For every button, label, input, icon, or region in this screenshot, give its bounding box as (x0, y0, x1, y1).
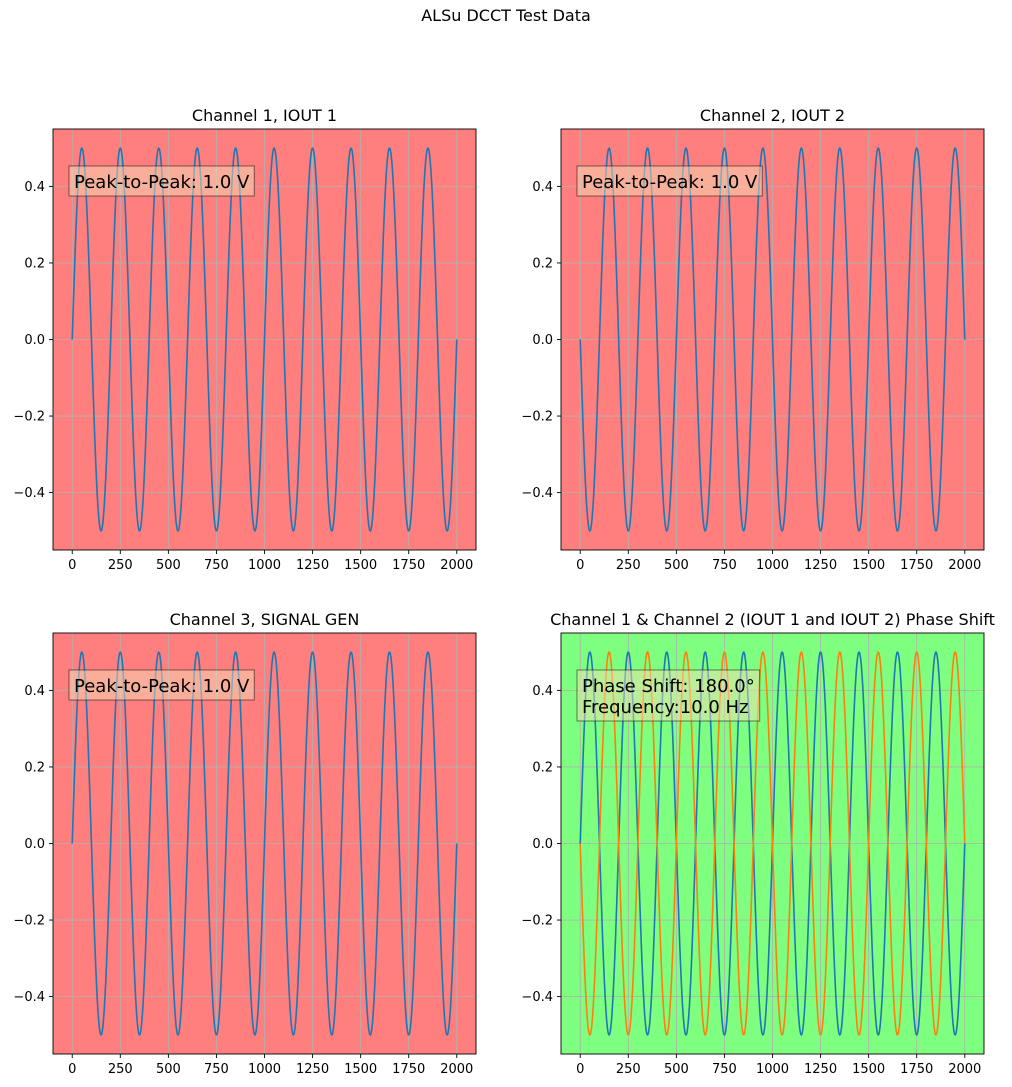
x-tick-label: 1500 (852, 1062, 885, 1077)
annotation-box: Peak-to-Peak: 1.0 V (68, 165, 255, 197)
subplot-title: Channel 1, IOUT 1 (192, 106, 337, 125)
subplot-channel-2: 0 250 500 750 1000 1250 1500 1750 2000 −0.4 −0.2 0.… (521, 106, 985, 573)
y-tick-label: −0.2 (521, 914, 553, 929)
y-tick-label: 0.2 (532, 760, 553, 775)
annotation-text: Peak-to-Peak: 1.0 V (74, 172, 250, 193)
annotation-text: Frequency:10.0 Hz (582, 697, 749, 718)
y-tick-label: −0.4 (13, 486, 45, 501)
y-tick-label: 0.0 (532, 333, 553, 348)
x-tick-label: 1000 (756, 558, 789, 573)
annotation-background (68, 669, 255, 701)
annotation-background (68, 165, 255, 197)
x-tick-label: 250 (108, 1062, 133, 1077)
y-tick-label: −0.2 (13, 914, 45, 929)
y-tick-label: −0.2 (13, 410, 45, 425)
x-tick-label: 250 (108, 558, 133, 573)
annotation-text: Phase Shift: 180.0° (582, 676, 755, 697)
series-line-1 (71, 651, 458, 1036)
annotation-text: Peak-to-Peak: 1.0 V (582, 172, 758, 193)
y-tick-label: −0.4 (13, 990, 45, 1005)
y-tick-label: 0.2 (24, 256, 45, 271)
x-tick-label: 250 (616, 558, 641, 573)
x-tick-label: 1500 (344, 1062, 377, 1077)
x-tick-label: 1250 (804, 558, 837, 573)
x-tick-label: 2000 (948, 558, 981, 573)
subplot-phase-shift: 0 250 500 750 1000 1250 1500 1750 2000 −0.4 −0.2 0.… (521, 610, 995, 1077)
annotation-background (576, 165, 763, 197)
x-tick-label: 250 (616, 1062, 641, 1077)
y-tick-label: 0.4 (532, 180, 553, 195)
x-tick-label: 1250 (296, 1062, 329, 1077)
series-line-1 (71, 147, 458, 532)
subplot-title: Channel 3, SIGNAL GEN (170, 610, 360, 629)
subplot-channel-3: 0 250 500 750 1000 1250 1500 1750 2000 −0.4 −0.2 0.… (13, 610, 477, 1077)
y-tick-label: 0.4 (24, 180, 45, 195)
annotation-text: Peak-to-Peak: 1.0 V (74, 676, 250, 697)
y-tick-label: −0.2 (521, 410, 553, 425)
x-tick-label: 1750 (392, 1062, 425, 1077)
x-tick-label: 1250 (804, 1062, 837, 1077)
y-tick-label: 0.2 (532, 256, 553, 271)
x-tick-label: 1250 (296, 558, 329, 573)
x-tick-label: 750 (712, 558, 737, 573)
x-tick-label: 750 (712, 1062, 737, 1077)
x-tick-label: 1000 (248, 558, 281, 573)
x-tick-label: 1750 (392, 558, 425, 573)
subplot-channel-1: 0 250 500 750 1000 1250 1500 1750 2000 −0.4 −0.2 0.… (13, 106, 477, 573)
y-tick-label: −0.4 (521, 486, 553, 501)
x-tick-label: 2000 (440, 1062, 473, 1077)
x-tick-label: 1750 (900, 558, 933, 573)
annotation-box: Phase Shift: 180.0°Frequency:10.0 Hz (576, 669, 761, 722)
y-tick-label: 0.0 (24, 837, 45, 852)
x-tick-label: 1000 (248, 1062, 281, 1077)
x-tick-label: 1000 (756, 1062, 789, 1077)
subplot-title: Channel 2, IOUT 2 (700, 106, 845, 125)
y-tick-label: 0.2 (24, 760, 45, 775)
x-tick-label: 0 (68, 1062, 76, 1077)
x-tick-label: 500 (664, 1062, 689, 1077)
x-tick-label: 500 (664, 558, 689, 573)
figure-title: ALSu DCCT Test Data (421, 6, 591, 25)
annotation-box: Peak-to-Peak: 1.0 V (68, 669, 255, 701)
y-tick-label: 0.0 (532, 837, 553, 852)
x-tick-label: 500 (156, 1062, 181, 1077)
x-tick-label: 0 (68, 558, 76, 573)
x-tick-label: 0 (576, 558, 584, 573)
x-tick-label: 2000 (440, 558, 473, 573)
x-tick-label: 2000 (948, 1062, 981, 1077)
y-tick-label: −0.4 (521, 990, 553, 1005)
annotation-box: Peak-to-Peak: 1.0 V (576, 165, 763, 197)
x-tick-label: 750 (204, 1062, 229, 1077)
y-tick-label: 0.4 (532, 684, 553, 699)
x-tick-label: 1750 (900, 1062, 933, 1077)
x-tick-label: 0 (576, 1062, 584, 1077)
subplot-title: Channel 1 & Channel 2 (IOUT 1 and IOUT 2… (550, 610, 995, 629)
y-tick-label: 0.0 (24, 333, 45, 348)
x-tick-label: 1500 (852, 558, 885, 573)
x-tick-label: 1500 (344, 558, 377, 573)
annotation-background (576, 669, 761, 722)
x-tick-label: 500 (156, 558, 181, 573)
y-tick-label: 0.4 (24, 684, 45, 699)
x-tick-label: 750 (204, 558, 229, 573)
